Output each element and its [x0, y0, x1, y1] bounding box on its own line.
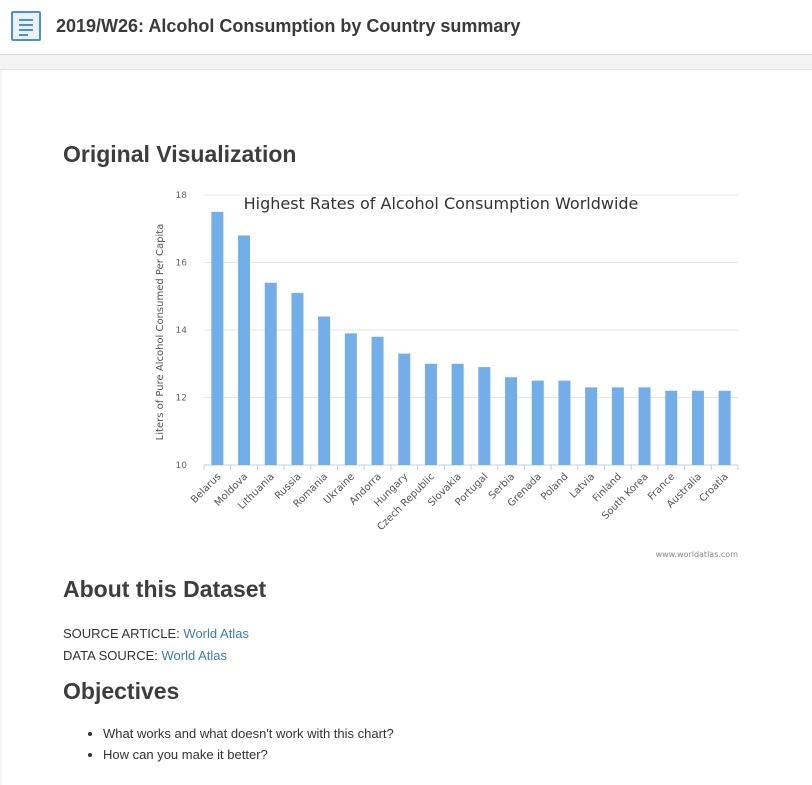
bar-hungary [398, 353, 411, 465]
data-source-link[interactable]: World Atlas [161, 648, 228, 663]
y-axis-ticks: 10 12 14 16 18 [176, 191, 188, 471]
chart-bars [211, 211, 731, 465]
page-title: 2019/W26: Alcohol Consumption by Country… [56, 16, 521, 36]
section-heading-about: About this Dataset [63, 576, 267, 602]
bar-portugal [478, 367, 491, 465]
bar-belarus [211, 211, 224, 465]
x-axis-ticks: BelarusMoldovaLithuaniaRussiaRomaniaUkra… [189, 465, 739, 533]
bar-slovakia [451, 363, 464, 465]
source-article-line: SOURCE ARTICLE: World Atlas [63, 626, 249, 641]
chart-image: 10 12 14 16 18 Belarus Moldova Lithuania Russia… [150, 186, 750, 562]
bar-lithuania [264, 282, 277, 465]
bar-chart: 10 12 14 16 18 BelarusMoldovaLithuaniaRussia… [155, 191, 739, 559]
y-tick-label: 10 [176, 461, 188, 471]
section-heading-objectives: Objectives [63, 678, 180, 704]
y-tick-label: 16 [176, 259, 188, 269]
bar-czech-republic [424, 363, 437, 465]
top-bar: 2019/W26: Alcohol Consumption by Country… [0, 0, 812, 55]
x-tick-label: Poland [539, 471, 570, 502]
objective-item: What works and what doesn't work with th… [103, 726, 394, 742]
y-axis-label: Liters of Pure Alcohol Consumed Per Capi… [155, 224, 166, 441]
bar-romania [318, 316, 331, 465]
bar-finland [611, 387, 624, 465]
toolbar-strip [0, 55, 812, 70]
data-source-label: DATA SOURCE: [63, 648, 158, 663]
bar-australia [691, 390, 704, 465]
document-icon[interactable] [11, 11, 41, 41]
bar-poland [558, 380, 571, 465]
objectives-list: What works and what doesn't work with th… [63, 726, 394, 768]
chart-title: Highest Rates of Alcohol Consumption Wor… [244, 194, 639, 213]
data-source-line: DATA SOURCE: World Atlas [63, 648, 227, 663]
x-tick-label: Croatia [698, 471, 731, 504]
source-article-link[interactable]: World Atlas [183, 626, 249, 641]
y-tick-label: 12 [176, 394, 187, 404]
bar-serbia [505, 377, 518, 465]
bar-moldova [238, 235, 251, 465]
bar-grenada [531, 380, 544, 465]
bar-andorra [371, 336, 384, 465]
bar-croatia [718, 390, 731, 465]
bar-latvia [585, 387, 598, 465]
content-edge [0, 70, 2, 785]
section-heading-original-visualization: Original Visualization [63, 141, 297, 167]
y-tick-label: 14 [176, 326, 188, 336]
objective-item: How can you make it better? [103, 747, 394, 763]
bar-russia [291, 292, 304, 465]
chart-credit: www.worldatlas.com [656, 550, 739, 559]
bar-france [665, 390, 678, 465]
bar-ukraine [344, 333, 357, 465]
bar-south-korea [638, 387, 651, 465]
source-article-label: SOURCE ARTICLE: [63, 626, 180, 641]
chart-grid [204, 194, 738, 466]
y-tick-label: 18 [176, 191, 188, 201]
